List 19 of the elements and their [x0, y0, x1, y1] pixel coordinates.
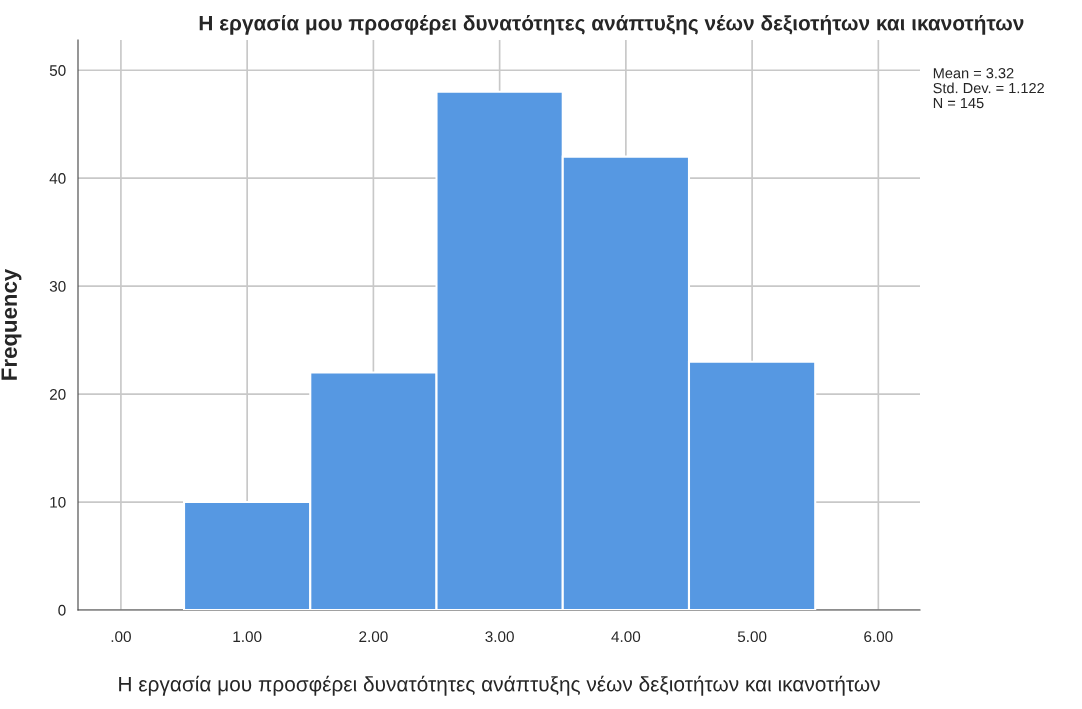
- y-tick-label: 30: [49, 281, 66, 292]
- x-tick-label: 2.00: [359, 631, 388, 643]
- y-tick-label: 10: [50, 496, 66, 508]
- chart-title: Η εργασία μου προσφέρει δυνατότητες ανάπτυξης νέων δεξιοτήτων και ικανοτήτων: [199, 14, 1024, 35]
- x-tick-label: 4.00: [611, 631, 641, 643]
- x-tick-label: 6.00: [864, 631, 893, 643]
- x-tick-label: 5.00: [737, 631, 767, 643]
- x-tick-label: .00: [111, 631, 131, 643]
- y-tick-label: 50: [49, 65, 66, 76]
- text: Std. Dev. = 1.122: [933, 82, 1044, 94]
- x-axis-title: Η εργασία μου προσφέρει δυνατότητες ανάπτυξης νέων δεξιοτήτων και ικανοτήτων: [119, 675, 880, 696]
- x-tick-label: 1.00: [233, 631, 262, 643]
- text: Mean = 3.32: [933, 68, 1014, 79]
- x-tick-label: 3.00: [485, 631, 514, 643]
- y-tick-label: 40: [49, 173, 66, 184]
- text: N = 145: [933, 97, 984, 109]
- y-axis-title: Frequency: [1, 268, 22, 380]
- y-tick-label: 0: [58, 604, 66, 616]
- y-tick-label: 20: [49, 388, 66, 400]
